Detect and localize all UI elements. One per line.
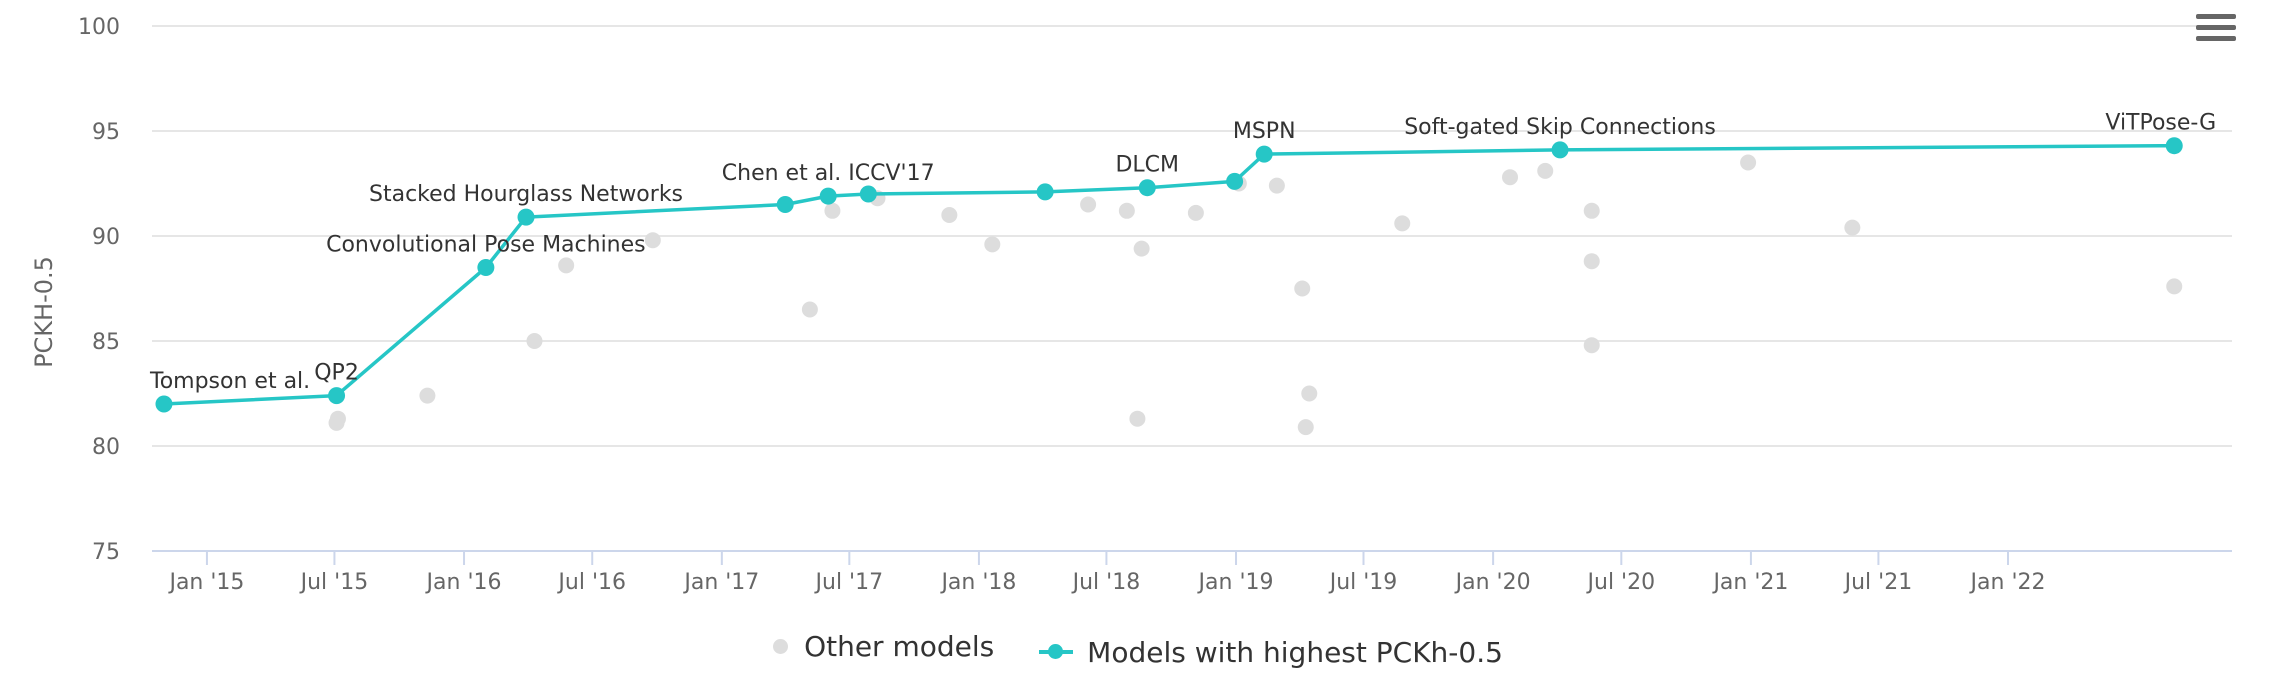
other-model-point[interactable] bbox=[2166, 278, 2183, 295]
other-model-point[interactable] bbox=[1537, 162, 1554, 179]
data-label: Tompson et al. bbox=[149, 369, 310, 394]
legend-item-best-models[interactable]: Models with highest PCKh-0.5 bbox=[1039, 636, 1503, 669]
other-model-point[interactable] bbox=[1080, 196, 1097, 213]
y-tick-label: 85 bbox=[92, 330, 120, 355]
menu-bar-top bbox=[2196, 14, 2236, 19]
other-model-point[interactable] bbox=[801, 301, 818, 318]
x-tick-label: Jul '19 bbox=[1328, 570, 1398, 595]
menu-bar-middle bbox=[2196, 25, 2236, 30]
legend-symbol-other-models bbox=[773, 639, 789, 654]
y-tick-label: 80 bbox=[92, 435, 120, 460]
best-model-point[interactable] bbox=[517, 208, 535, 226]
legend-item-other-models[interactable]: Other models bbox=[773, 630, 994, 663]
best-model-point[interactable] bbox=[1138, 179, 1156, 197]
data-label: Stacked Hourglass Networks bbox=[369, 182, 683, 207]
x-tick-label: Jan '16 bbox=[425, 570, 502, 595]
other-model-point[interactable] bbox=[526, 333, 543, 349]
other-model-point[interactable] bbox=[1294, 280, 1311, 297]
data-label: Chen et al. ICCV'17 bbox=[722, 161, 935, 186]
x-tick-label: Jul '18 bbox=[1071, 570, 1141, 595]
other-model-point[interactable] bbox=[1394, 215, 1411, 232]
other-model-point[interactable] bbox=[984, 236, 1001, 253]
best-model-point[interactable] bbox=[859, 185, 877, 203]
other-model-point[interactable] bbox=[824, 202, 841, 219]
other-models-series bbox=[328, 154, 2183, 436]
best-model-point[interactable] bbox=[328, 387, 346, 405]
data-label: DLCM bbox=[1115, 153, 1179, 178]
best-model-point[interactable] bbox=[776, 196, 794, 213]
other-model-point[interactable] bbox=[941, 207, 958, 223]
other-model-point[interactable] bbox=[1301, 385, 1318, 402]
other-model-point[interactable] bbox=[1129, 410, 1146, 427]
best-model-point[interactable] bbox=[1036, 183, 1054, 201]
grid-layer bbox=[152, 25, 2232, 552]
x-tick-label: Jan '17 bbox=[682, 570, 759, 595]
other-model-point[interactable] bbox=[644, 232, 661, 249]
other-model-point[interactable] bbox=[329, 410, 346, 427]
x-tick-label: Jan '18 bbox=[939, 570, 1016, 595]
axis-layer: 75 80 85 90 95 100 Jan '15 Jul '15 Jan '16 Jul '1… bbox=[78, 15, 2045, 595]
legend: Other models Models with highest PCKh-0.… bbox=[0, 628, 2276, 669]
legend-label-best-models: Models with highest PCKh-0.5 bbox=[1087, 635, 1503, 669]
other-model-point[interactable] bbox=[1268, 177, 1285, 194]
data-label: ViTPose-G bbox=[2105, 111, 2216, 136]
x-tick-label: Jan '15 bbox=[167, 570, 244, 595]
x-tick-label: Jul '17 bbox=[814, 570, 884, 595]
data-label: QP2 bbox=[314, 361, 359, 386]
y-tick-label: 75 bbox=[92, 540, 120, 565]
y-tick-label: 95 bbox=[92, 120, 120, 145]
other-model-point[interactable] bbox=[419, 387, 436, 404]
best-model-point[interactable] bbox=[477, 259, 495, 276]
chart-menu-icon[interactable] bbox=[2196, 14, 2236, 48]
data-labels: Tompson et al. QP2 Convolutional Pose Mach… bbox=[149, 111, 2216, 394]
x-tick-label: Jan '22 bbox=[1969, 570, 2046, 595]
best-model-point[interactable] bbox=[1551, 141, 1569, 159]
legend-symbol-best-models bbox=[1039, 644, 1074, 659]
y-tick-label: 90 bbox=[92, 225, 120, 250]
x-tick-label: Jan '20 bbox=[1454, 570, 1531, 595]
best-model-point[interactable] bbox=[155, 395, 173, 413]
menu-bar-bottom bbox=[2196, 36, 2236, 41]
x-tick-label: Jul '15 bbox=[299, 570, 369, 595]
data-label: Soft-gated Skip Connections bbox=[1404, 115, 1716, 140]
other-model-point[interactable] bbox=[1740, 154, 1757, 171]
other-model-point[interactable] bbox=[1583, 253, 1600, 270]
other-model-point[interactable] bbox=[1583, 337, 1600, 354]
x-tick-label: Jul '21 bbox=[1843, 570, 1913, 595]
x-tick-label: Jul '20 bbox=[1586, 570, 1656, 595]
other-model-point[interactable] bbox=[1583, 202, 1600, 219]
other-model-point[interactable] bbox=[558, 257, 575, 274]
data-label: MSPN bbox=[1233, 119, 1296, 144]
x-tick-label: Jul '16 bbox=[556, 570, 626, 595]
best-model-point[interactable] bbox=[819, 187, 837, 205]
data-label: Convolutional Pose Machines bbox=[326, 233, 646, 258]
other-model-point[interactable] bbox=[1133, 240, 1150, 257]
best-model-point[interactable] bbox=[1226, 172, 1244, 190]
best-model-point[interactable] bbox=[1255, 145, 1273, 163]
x-tick-label: Jan '21 bbox=[1711, 570, 1788, 595]
other-model-point[interactable] bbox=[1844, 219, 1861, 236]
other-model-point[interactable] bbox=[1118, 202, 1135, 219]
y-tick-label: 100 bbox=[78, 15, 120, 40]
y-axis-title: PCKH-0.5 bbox=[30, 256, 58, 368]
other-model-point[interactable] bbox=[1502, 169, 1519, 186]
other-model-point[interactable] bbox=[1187, 204, 1204, 221]
legend-symbol-best-models-dot bbox=[1048, 644, 1064, 659]
x-tick-label: Jan '19 bbox=[1197, 570, 1274, 595]
other-model-point[interactable] bbox=[1297, 419, 1314, 436]
legend-label-other-models: Other models bbox=[804, 630, 995, 663]
best-model-point[interactable] bbox=[2165, 137, 2183, 155]
best-models-series bbox=[155, 137, 2183, 413]
